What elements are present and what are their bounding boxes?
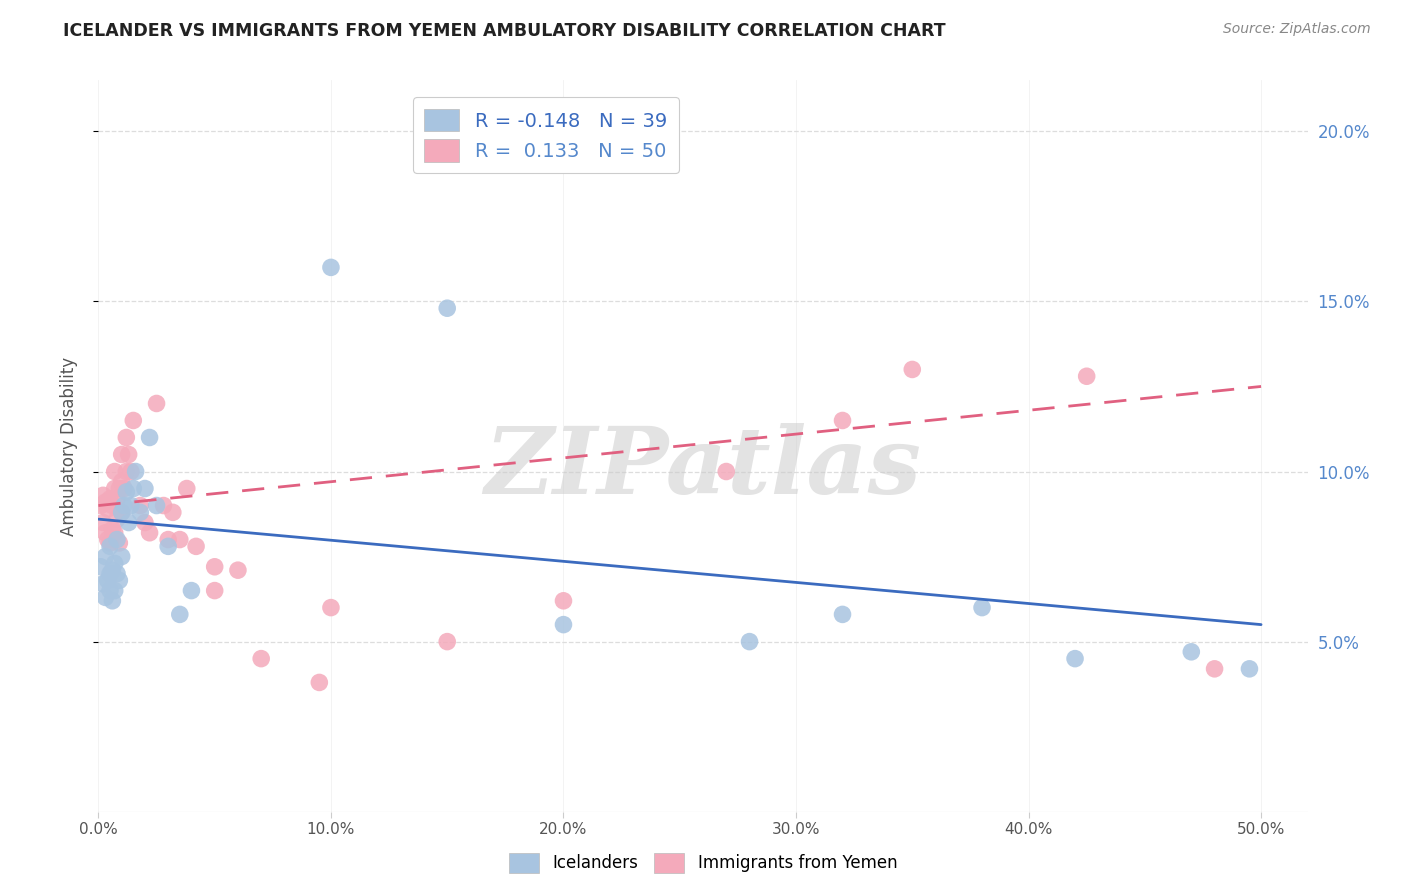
Point xyxy=(120,499,142,513)
Point xyxy=(436,634,458,648)
Point xyxy=(122,413,145,427)
Point xyxy=(98,536,121,550)
Point xyxy=(108,482,131,496)
Point xyxy=(180,583,202,598)
Point xyxy=(111,549,134,564)
Point xyxy=(553,617,575,632)
Point xyxy=(112,482,135,496)
Point xyxy=(94,495,117,509)
Point xyxy=(1180,645,1202,659)
Point xyxy=(138,525,160,540)
Point xyxy=(831,607,853,622)
Point xyxy=(91,516,114,530)
Point xyxy=(105,491,128,506)
Point xyxy=(97,533,120,547)
Point xyxy=(98,583,121,598)
Point xyxy=(145,499,167,513)
Point xyxy=(98,540,121,554)
Point xyxy=(101,563,124,577)
Point xyxy=(176,482,198,496)
Point xyxy=(104,525,127,540)
Point xyxy=(108,536,131,550)
Point xyxy=(101,594,124,608)
Legend: R = -0.148   N = 39, R =  0.133   N = 50: R = -0.148 N = 39, R = 0.133 N = 50 xyxy=(413,97,679,173)
Point xyxy=(118,516,141,530)
Point xyxy=(157,540,180,554)
Point xyxy=(319,260,342,275)
Point xyxy=(105,512,128,526)
Point xyxy=(101,499,124,513)
Point xyxy=(970,600,993,615)
Point xyxy=(122,482,145,496)
Point xyxy=(90,499,112,513)
Point xyxy=(111,505,134,519)
Point xyxy=(553,594,575,608)
Point xyxy=(831,413,853,427)
Point xyxy=(716,465,738,479)
Point xyxy=(98,566,121,581)
Point xyxy=(162,505,184,519)
Point xyxy=(124,465,146,479)
Point xyxy=(94,549,117,564)
Point xyxy=(98,491,121,506)
Point xyxy=(226,563,249,577)
Point xyxy=(104,482,127,496)
Point xyxy=(169,607,191,622)
Point xyxy=(118,448,141,462)
Point xyxy=(115,484,138,499)
Point xyxy=(90,559,112,574)
Point xyxy=(157,533,180,547)
Point xyxy=(108,574,131,588)
Point xyxy=(319,600,342,615)
Point xyxy=(129,505,152,519)
Point xyxy=(308,675,330,690)
Point xyxy=(204,559,226,574)
Point xyxy=(97,574,120,588)
Point xyxy=(169,533,191,547)
Point xyxy=(104,557,127,571)
Point xyxy=(204,583,226,598)
Point xyxy=(134,516,156,530)
Point xyxy=(111,475,134,489)
Y-axis label: Ambulatory Disability: Ambulatory Disability xyxy=(59,357,77,535)
Point xyxy=(105,533,128,547)
Point xyxy=(436,301,458,316)
Point xyxy=(104,583,127,598)
Point xyxy=(91,576,114,591)
Point xyxy=(120,465,142,479)
Point xyxy=(1076,369,1098,384)
Point xyxy=(1204,662,1226,676)
Point xyxy=(138,430,160,444)
Point xyxy=(111,448,134,462)
Point xyxy=(105,566,128,581)
Point xyxy=(134,482,156,496)
Point xyxy=(91,488,114,502)
Text: Source: ZipAtlas.com: Source: ZipAtlas.com xyxy=(1223,22,1371,37)
Point xyxy=(152,499,174,513)
Text: ICELANDER VS IMMIGRANTS FROM YEMEN AMBULATORY DISABILITY CORRELATION CHART: ICELANDER VS IMMIGRANTS FROM YEMEN AMBUL… xyxy=(63,22,946,40)
Point xyxy=(94,591,117,605)
Point xyxy=(184,540,207,554)
Point xyxy=(101,522,124,536)
Point xyxy=(112,499,135,513)
Point xyxy=(115,465,138,479)
Text: ZIPatlas: ZIPatlas xyxy=(485,423,921,513)
Point xyxy=(94,525,117,540)
Point xyxy=(901,362,924,376)
Legend: Icelanders, Immigrants from Yemen: Icelanders, Immigrants from Yemen xyxy=(502,847,904,880)
Point xyxy=(1064,651,1087,665)
Point xyxy=(111,505,134,519)
Point xyxy=(1239,662,1261,676)
Point xyxy=(145,396,167,410)
Point xyxy=(115,430,138,444)
Point xyxy=(97,502,120,516)
Point xyxy=(738,634,761,648)
Point xyxy=(129,499,152,513)
Point xyxy=(104,465,127,479)
Point xyxy=(250,651,273,665)
